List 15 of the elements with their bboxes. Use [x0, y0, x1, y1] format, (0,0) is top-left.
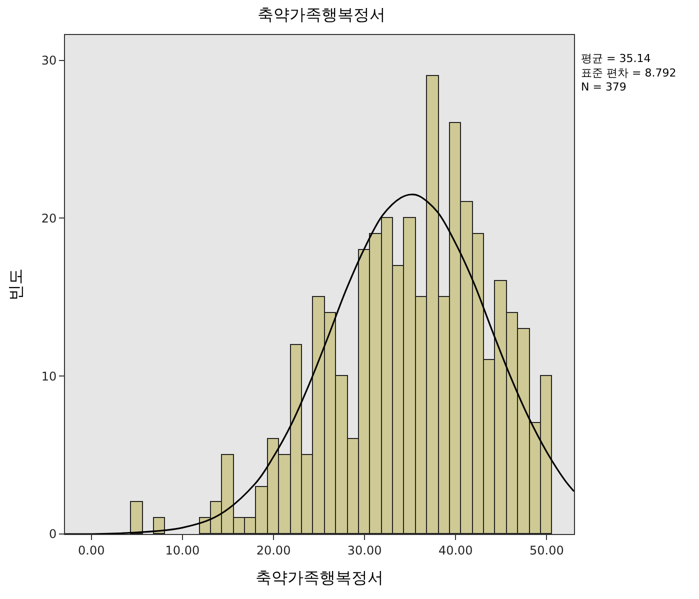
x-tick-label: 30.00: [347, 543, 382, 558]
chart-title: 축약가족행복정서: [258, 5, 386, 24]
y-tick-label: 20: [41, 211, 57, 226]
x-axis-title: 축약가족행복정서: [256, 568, 384, 588]
x-tick-label: 50.00: [530, 543, 564, 558]
text: 평균 = 35.14 표준 편차 = 8.792 N = 379: [581, 52, 676, 94]
x-tick-label: 40.00: [438, 543, 473, 558]
y-tick-label: 10: [41, 369, 57, 384]
x-tick-label: 10.00: [165, 543, 200, 558]
y-axis-title: 빈도: [6, 268, 26, 300]
y-tick-label: 30: [41, 53, 57, 68]
x-tick-label: 0.00: [78, 543, 105, 558]
line-series: [65, 194, 574, 534]
x-tick-label: 20.00: [256, 543, 291, 558]
y-tick-label: 0: [48, 527, 57, 542]
